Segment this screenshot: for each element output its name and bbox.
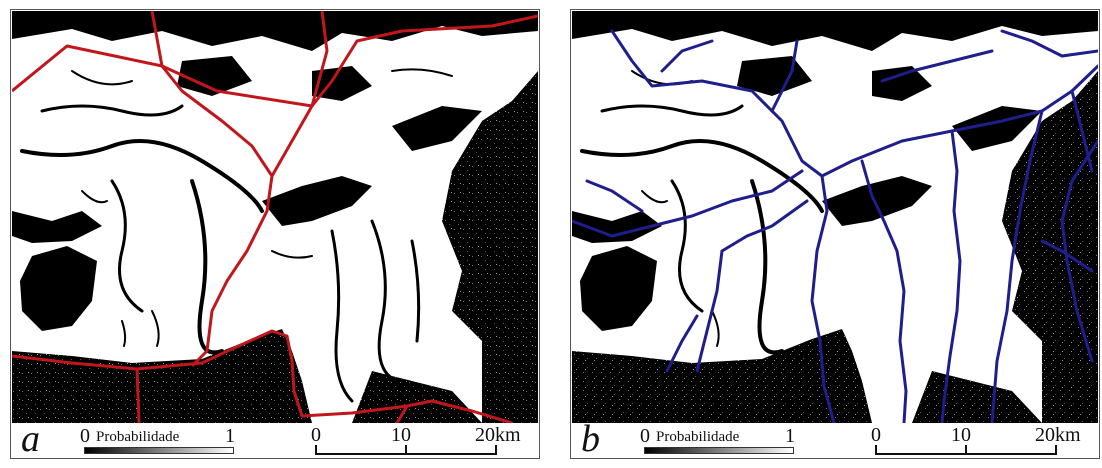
scale-bar: 0 10 20km <box>309 424 539 458</box>
legend-title: Probabilidade <box>96 429 180 445</box>
legend-row-b: b 0 Probabilidade 1 0 10 20km <box>571 420 1099 458</box>
river-overlay <box>572 29 1098 423</box>
scale-tick-20: 20km <box>475 424 521 446</box>
scale-tick-mark <box>965 445 967 455</box>
legend-max: 1 <box>785 425 795 447</box>
panel-letter: a <box>21 418 40 460</box>
panel-letter: b <box>581 418 600 460</box>
scale-tick-mark <box>1055 445 1057 455</box>
scale-tick-0: 0 <box>871 424 881 446</box>
scale-tick-mark <box>405 445 407 455</box>
probability-map-b <box>572 11 1098 423</box>
channel-network-b <box>580 70 824 355</box>
scale-bar: 0 10 20km <box>869 424 1099 458</box>
probability-color-ramp <box>644 447 794 454</box>
probability-legend: 0 Probabilidade 1 <box>640 426 820 456</box>
map-b-svg <box>572 11 1098 423</box>
map-a-svg <box>12 11 538 423</box>
scale-tick-mark <box>875 445 877 455</box>
low-probability-areas <box>572 11 1098 423</box>
panel-b: b 0 Probabilidade 1 0 10 20km <box>570 9 1100 459</box>
probability-legend: 0 Probabilidade 1 <box>80 426 260 456</box>
legend-row-a: a 0 Probabilidade 1 0 10 20km <box>11 420 539 458</box>
low-probability-areas <box>12 11 538 423</box>
scale-tick-mark <box>315 445 317 455</box>
channel-network-a <box>20 68 453 403</box>
scale-tick-mark <box>495 445 497 455</box>
scale-tick-10: 10 <box>391 424 411 446</box>
panel-a: a 0 Probabilidade 1 0 10 20km <box>10 9 540 459</box>
legend-min: 0 <box>640 425 650 447</box>
scale-tick-0: 0 <box>311 424 321 446</box>
legend-min: 0 <box>80 425 90 447</box>
legend-title: Probabilidade <box>656 429 740 445</box>
road-overlay <box>12 11 538 423</box>
legend-max: 1 <box>225 425 235 447</box>
probability-map-a <box>12 11 538 423</box>
scale-tick-20: 20km <box>1035 424 1081 446</box>
scale-tick-10: 10 <box>951 424 971 446</box>
probability-color-ramp <box>84 447 234 454</box>
